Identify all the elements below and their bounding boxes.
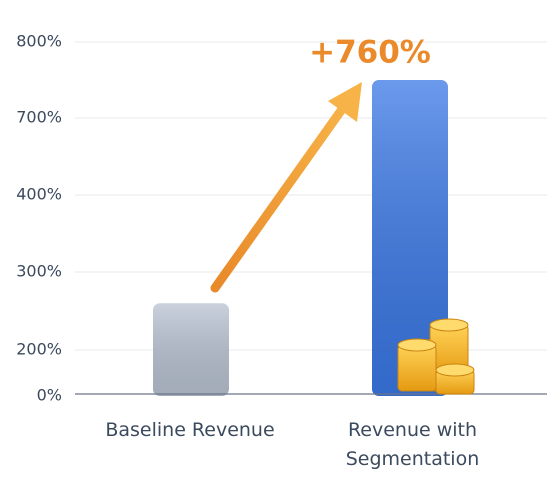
growth-arrow bbox=[210, 82, 362, 293]
y-tick-label: 400% bbox=[16, 185, 62, 204]
grid: 0% 200% 300% 400% 700% 800% bbox=[16, 32, 547, 405]
bar-shade bbox=[372, 80, 448, 396]
growth-annotation: +760% bbox=[309, 35, 431, 71]
y-tick-label: 700% bbox=[16, 108, 62, 127]
y-tick-label: 0% bbox=[37, 386, 62, 405]
x-tick-label: Baseline Revenue bbox=[105, 419, 275, 441]
bars bbox=[153, 80, 448, 396]
coins bbox=[397, 318, 475, 395]
y-tick-label: 200% bbox=[16, 340, 62, 359]
y-tick-label: 800% bbox=[16, 32, 62, 51]
bar-shade bbox=[153, 303, 229, 396]
x-tick-label: Revenue with Segmentation bbox=[345, 419, 480, 470]
y-tick-label: 300% bbox=[16, 262, 62, 281]
